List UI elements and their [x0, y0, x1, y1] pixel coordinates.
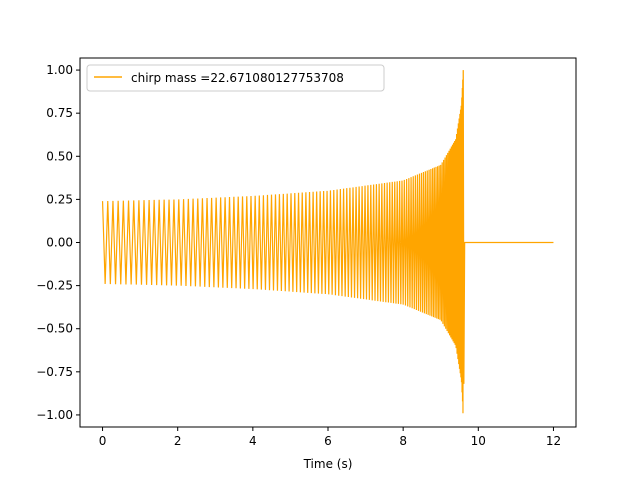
y-tick-label: 1.00 — [46, 63, 73, 77]
y-axis: −1.00 −0.75 −0.50 −0.25 0.00 0.25 0.50 0.75 1.00 — [36, 63, 80, 422]
y-tick-label: 0.00 — [46, 236, 73, 250]
plot-area — [101, 70, 554, 414]
y-tick-label: 0.25 — [46, 192, 73, 206]
axes-frame — [79, 57, 577, 428]
y-tick-label: −1.00 — [36, 408, 73, 422]
x-tick-label: 0 — [99, 434, 107, 448]
y-tick-label: −0.50 — [36, 322, 73, 336]
x-tick-label: 2 — [174, 434, 182, 448]
y-tick-label: −0.75 — [36, 365, 73, 379]
y-tick-label: −0.25 — [36, 279, 73, 293]
x-tick-label: 8 — [399, 434, 407, 448]
x-axis-label: Time (s) — [303, 457, 353, 471]
legend-box — [86, 64, 385, 92]
y-tick-label: 0.50 — [46, 149, 73, 163]
legend-entry: chirp mass =22.671080127753708 — [131, 71, 344, 85]
x-tick-label: 10 — [471, 434, 486, 448]
x-axis: 0 2 4 6 8 10 12 — [99, 427, 561, 448]
x-tick-label: 6 — [324, 434, 332, 448]
legend: chirp mass =22.671080127753708 — [86, 64, 385, 92]
x-tick-label: 12 — [546, 434, 561, 448]
y-tick-label: 0.75 — [46, 106, 73, 120]
x-tick-label: 4 — [249, 434, 257, 448]
series-line-chirp — [101, 70, 554, 414]
